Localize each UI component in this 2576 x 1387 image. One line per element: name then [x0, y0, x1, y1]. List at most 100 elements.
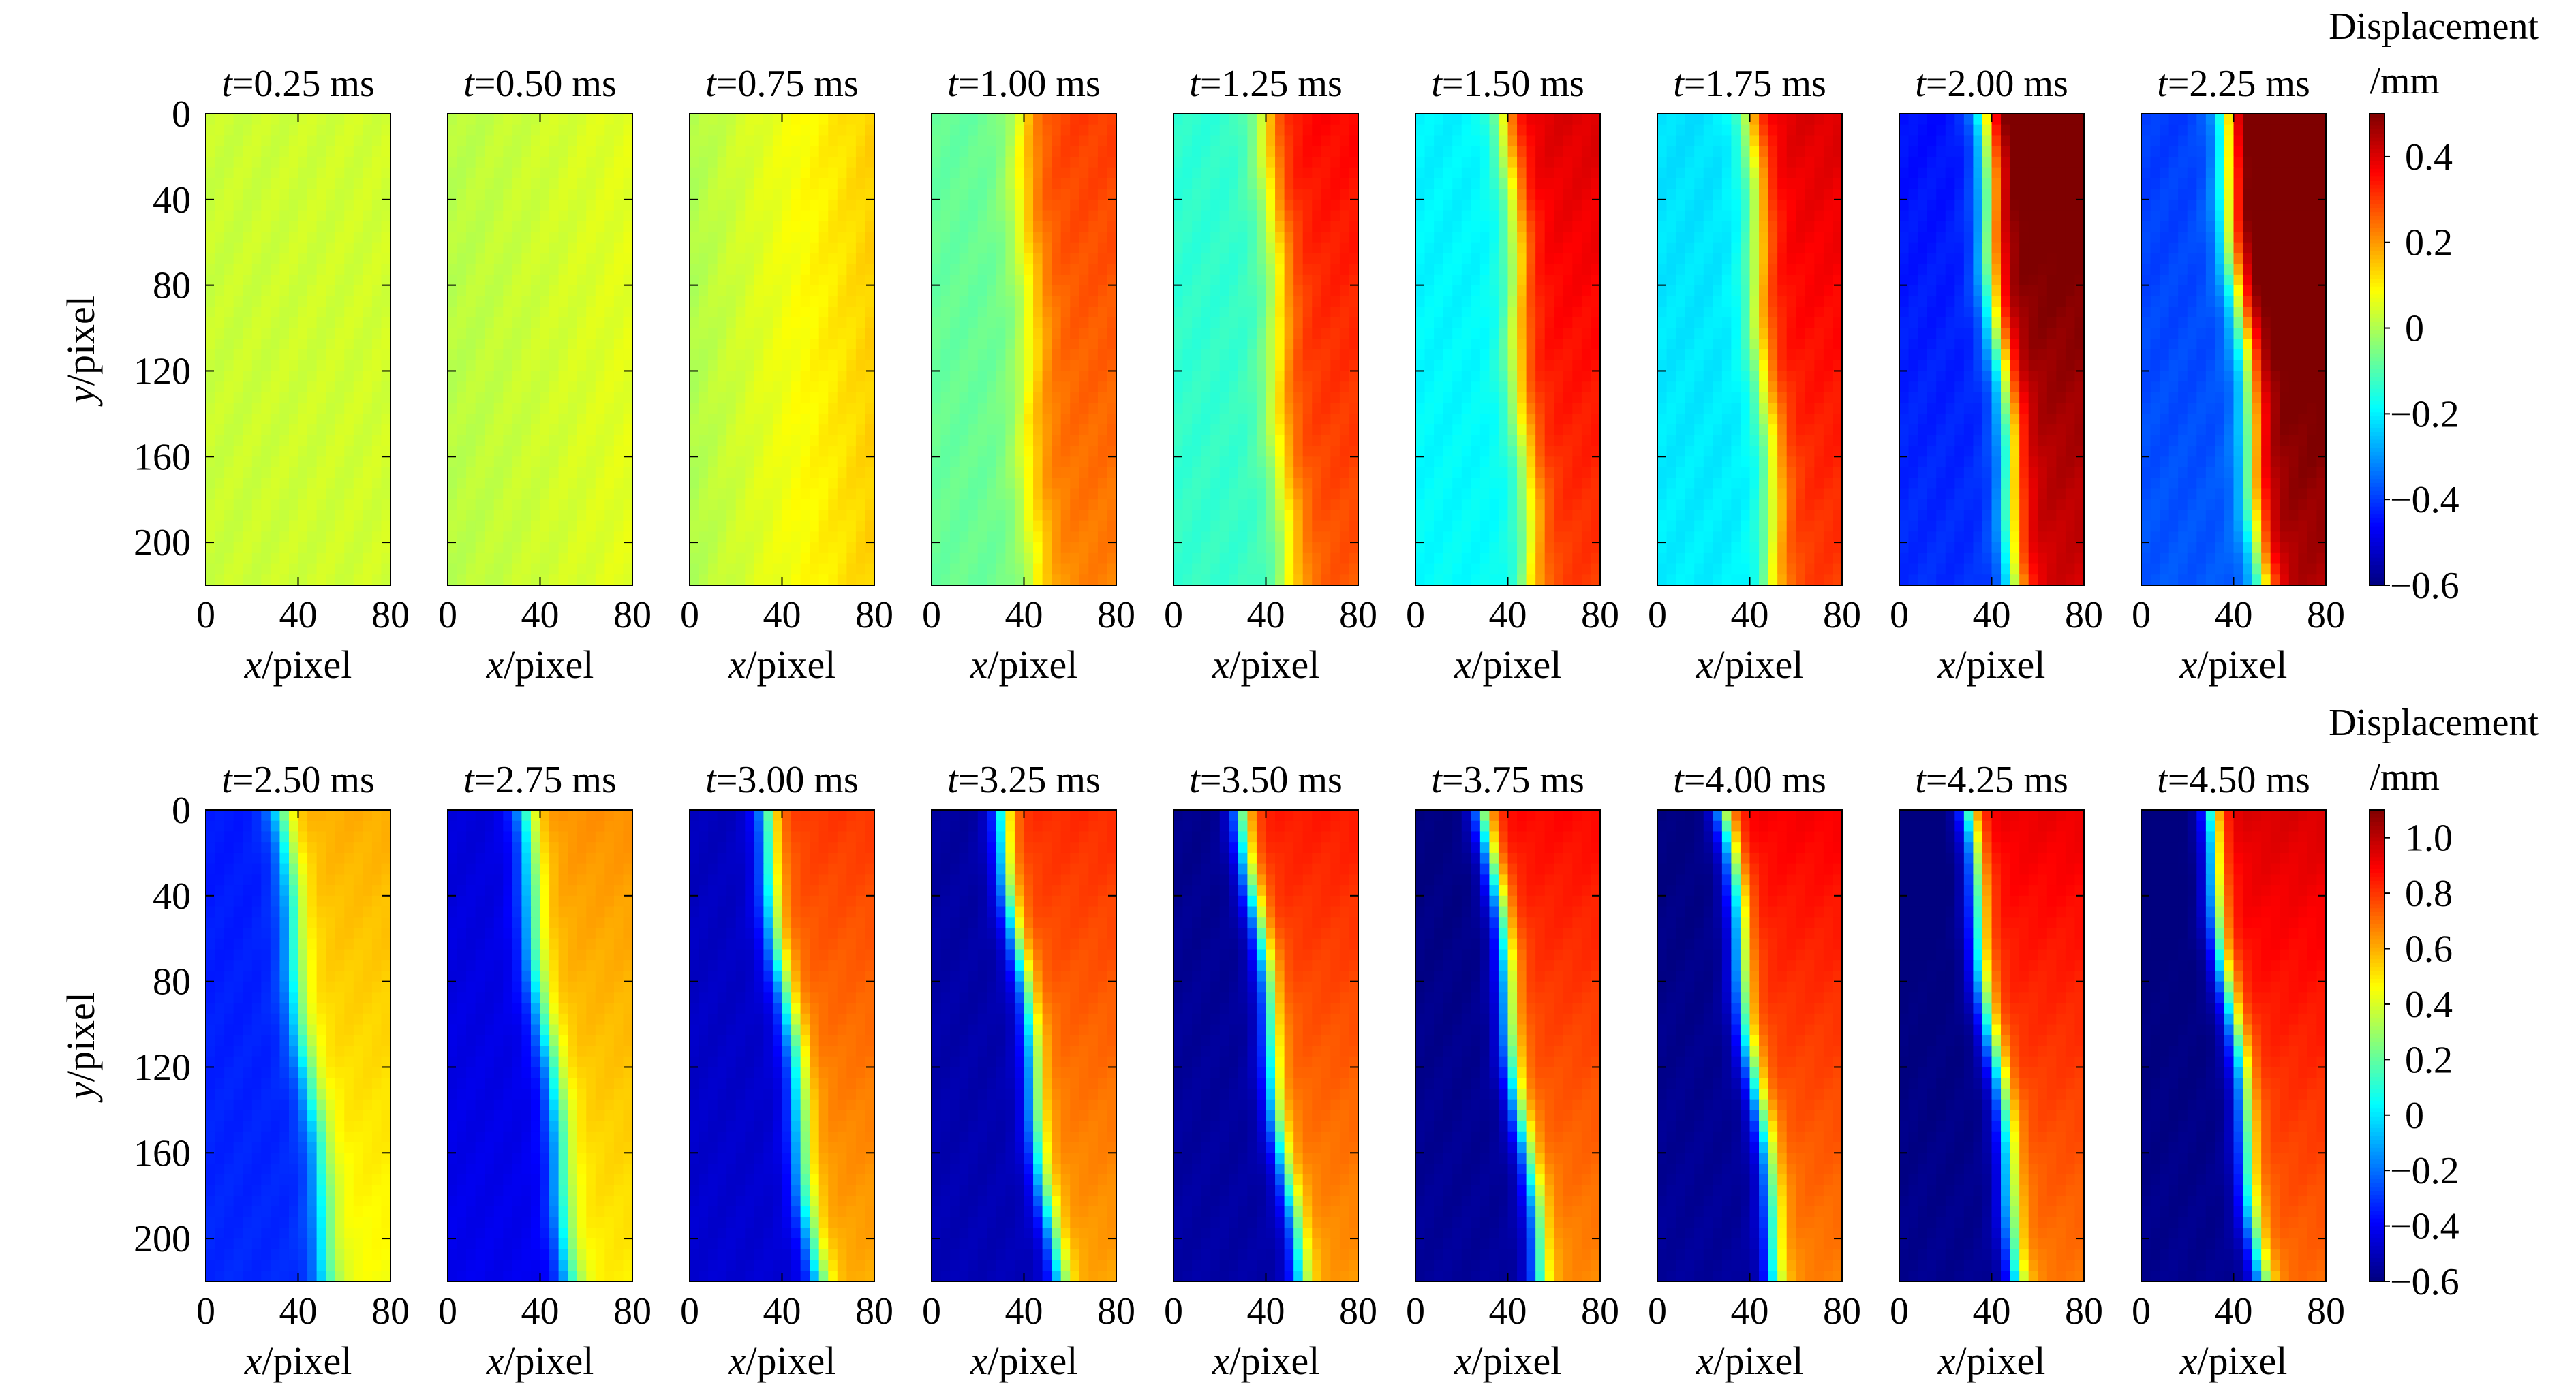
heat-cell: [604, 435, 615, 447]
heat-cell: [558, 339, 568, 350]
heat-cell: [1293, 274, 1304, 286]
heat-cell: [577, 467, 587, 479]
heat-cell: [699, 210, 709, 221]
heat-cell: [521, 424, 532, 436]
heat-cell: [818, 360, 829, 372]
heat-cell: [699, 574, 709, 586]
heat-cell: [270, 446, 281, 457]
heat-cell: [1452, 167, 1462, 179]
heat-cell: [243, 178, 253, 189]
heat-cell: [763, 488, 773, 500]
heat-cell: [708, 135, 718, 146]
heat-cell: [1174, 563, 1184, 575]
heat-cell: [586, 531, 596, 543]
heat-cell: [1097, 360, 1108, 372]
heat-cell: [782, 435, 792, 447]
heat-cell: [206, 156, 216, 168]
heat-cell: [344, 274, 354, 286]
heat-cell: [586, 349, 596, 361]
heat-cell: [1210, 435, 1221, 447]
heat-cell: [448, 542, 458, 554]
heat-cell: [1489, 232, 1499, 243]
heat-cell: [530, 349, 541, 361]
heat-cell: [1014, 414, 1025, 425]
heat-cell: [1247, 285, 1257, 297]
heat-cell: [613, 381, 624, 393]
heat-cell: [1266, 552, 1276, 565]
heat-cell: [940, 563, 951, 575]
heat-cell: [335, 135, 345, 146]
heat-cell: [708, 264, 718, 275]
heat-cell: [530, 167, 541, 179]
heat-cell: [1535, 253, 1546, 264]
heat-cell: [353, 296, 364, 307]
heat-cell: [1182, 563, 1193, 575]
heat-cell: [1349, 189, 1359, 200]
heat-cell: [1238, 285, 1248, 297]
heat-cell: [316, 424, 326, 436]
heat-cell: [1544, 242, 1554, 254]
heat-cell: [1052, 317, 1062, 329]
heat-cell: [475, 435, 485, 447]
heat-cell: [604, 296, 615, 307]
heat-cell: [791, 124, 801, 136]
heat-cell: [1079, 253, 1090, 264]
heat-cell: [1563, 146, 1574, 157]
heat-cell: [800, 371, 810, 382]
heat-cell: [604, 414, 615, 425]
heat-cell: [1452, 253, 1462, 264]
heat-cell: [791, 114, 801, 125]
heat-cell: [791, 574, 801, 586]
heat-cell: [344, 135, 354, 146]
heat-cell: [261, 467, 271, 479]
heat-cell: [977, 414, 987, 425]
heat-cell: [800, 317, 810, 329]
heat-cell: [1070, 124, 1080, 136]
heat-cell: [772, 563, 783, 575]
heat-cell: [493, 467, 504, 479]
heat-cell: [1014, 210, 1025, 221]
heat-cell: [791, 178, 801, 189]
heat-cell: [950, 349, 960, 361]
heat-cell: [1535, 199, 1546, 211]
heat-cell: [1302, 381, 1313, 393]
heat-cell: [717, 124, 727, 136]
heat-cell: [690, 328, 700, 339]
heat-cell: [595, 339, 606, 350]
heat-cell: [791, 392, 801, 404]
heat-cell: [485, 446, 495, 457]
heat-cell: [754, 392, 765, 404]
heat-cell: [485, 381, 495, 393]
heat-cell: [950, 467, 960, 479]
heat-cell: [846, 531, 857, 543]
heat-cell: [855, 199, 866, 211]
heat-cell: [1060, 296, 1071, 307]
heat-cell: [791, 242, 801, 254]
heat-cell: [1349, 339, 1359, 350]
heat-cell: [1042, 178, 1052, 189]
heat-cell: [735, 178, 746, 189]
heat-cell: [791, 510, 801, 522]
heat-cell: [782, 189, 792, 200]
heat-cell: [595, 296, 606, 307]
heat-cell: [485, 371, 495, 382]
heat-cell: [782, 146, 792, 157]
heat-cell: [1024, 296, 1034, 307]
heat-cell: [448, 467, 458, 479]
heat-cell: [1060, 135, 1071, 146]
heat-cell: [959, 349, 969, 361]
heat-cell: [344, 232, 354, 243]
heat-cell: [1070, 242, 1080, 254]
heat-cell: [968, 456, 979, 468]
heat-cell: [1526, 124, 1536, 136]
heat-cell: [475, 210, 485, 221]
heat-cell: [530, 339, 541, 350]
heat-cell: [1088, 360, 1099, 372]
heat-cell: [279, 307, 290, 318]
heat-cell: [1097, 285, 1108, 297]
heat-cell: [371, 520, 382, 533]
heat-cell: [521, 446, 532, 457]
heat-cell: [1452, 156, 1462, 168]
heat-cell: [987, 156, 997, 168]
heat-cell: [1238, 435, 1248, 447]
